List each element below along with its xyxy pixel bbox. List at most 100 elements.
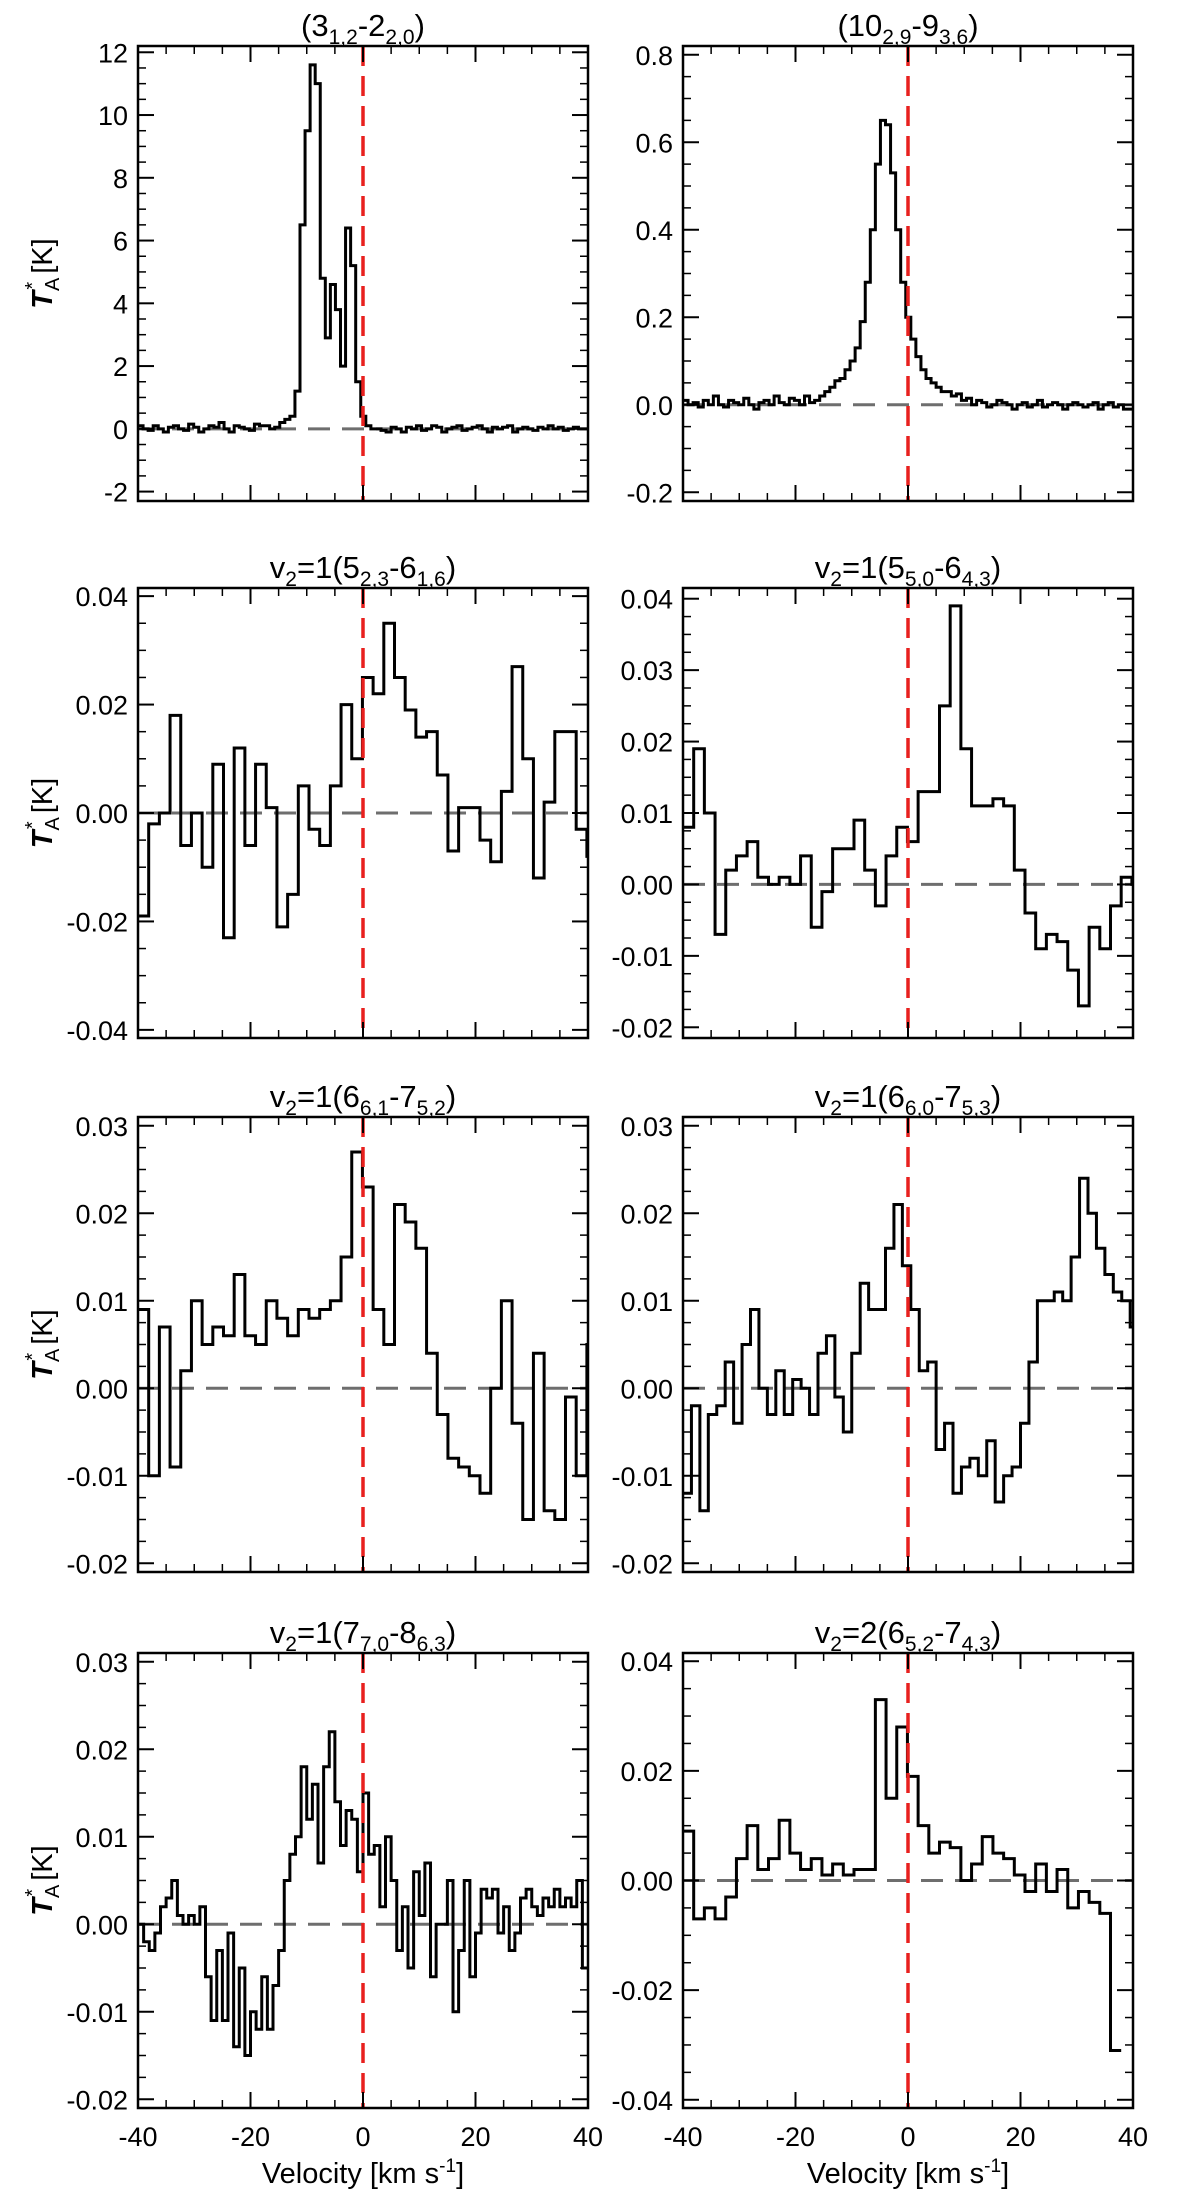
- spectrum-line: [683, 1698, 1122, 2052]
- title-subscript-lower: 5,3: [962, 1097, 991, 1120]
- y-label-subscript: A: [42, 277, 64, 291]
- title-dash: -9: [911, 8, 939, 43]
- title-main: =1(6: [842, 1079, 905, 1114]
- title-prefix-subscript: 2: [830, 1633, 842, 1656]
- y-tick-label: -0.01: [66, 1998, 128, 2028]
- y-tick-label: 0.00: [620, 870, 673, 900]
- panel-7: v2=1(77,0-86,3) -0.02 -0.01 0.00 0.01 0.02 0.0…: [22, 1615, 603, 2190]
- panel-title: v2=2(65,2-74,3): [815, 1615, 1001, 1656]
- y-tick-label: 4: [113, 289, 128, 319]
- y-tick-label: 0.03: [620, 656, 673, 686]
- y-tick-label: -0.02: [66, 907, 128, 937]
- y-tick-label: 0.01: [620, 1287, 673, 1317]
- y-axis-label: TA* [K]: [22, 238, 64, 308]
- y-tick-label: 0.02: [620, 1757, 673, 1787]
- title-suffix: ): [415, 8, 425, 43]
- panel-3: v2=1(52,3-61,6) -0.04 -0.02 0.00 0.02 0.04 TA*…: [22, 550, 590, 1046]
- title-suffix: ): [991, 550, 1001, 585]
- title-subscript-lower: 4,3: [962, 1633, 991, 1656]
- title-prefix: v: [270, 1079, 286, 1114]
- y-label-symbol: T: [27, 1360, 59, 1380]
- title-main: =1(5: [297, 550, 360, 585]
- title-subscript-lower: 6,3: [417, 1633, 446, 1656]
- y-tick-label: 10: [98, 101, 128, 131]
- title-subscript-lower: 3,6: [939, 26, 968, 49]
- x-label-end: ]: [1001, 2158, 1009, 2190]
- y-label-subscript: A: [42, 1884, 64, 1898]
- title-prefix-subscript: 2: [285, 568, 297, 591]
- x-tick-label: 20: [1005, 2122, 1035, 2152]
- x-tick-label: -40: [118, 2122, 157, 2152]
- title-main: =1(6: [297, 1079, 360, 1114]
- y-tick-label: 12: [98, 38, 128, 68]
- y-tick-label: 0.04: [620, 585, 673, 615]
- title-suffix: ): [446, 1079, 456, 1114]
- title-subscript-upper: 2,9: [882, 26, 911, 49]
- title-main: =1(5: [842, 550, 905, 585]
- x-tick-label: 0: [355, 2122, 370, 2152]
- x-label-main: Velocity [km s: [262, 2158, 439, 2190]
- y-tick-label: 0.00: [75, 1374, 128, 1404]
- y-label-unit: [K]: [27, 1845, 59, 1889]
- title-dash: -6: [389, 550, 417, 585]
- y-tick-label: 0.02: [75, 1735, 128, 1765]
- title-main: =2(6: [842, 1615, 905, 1650]
- y-tick-label: -0.02: [66, 2085, 128, 2115]
- x-tick-label: 40: [573, 2122, 603, 2152]
- y-tick-label: -0.01: [611, 942, 673, 972]
- title-prefix: v: [815, 1615, 831, 1650]
- y-tick-label: 0.03: [75, 1648, 128, 1678]
- y-tick-label: 0.03: [75, 1112, 128, 1142]
- x-label-superscript: -1: [439, 2156, 456, 2177]
- title-subscript-upper: 6,1: [360, 1097, 389, 1120]
- y-label-superscript: *: [22, 821, 44, 829]
- title-main: (10: [837, 8, 882, 43]
- spectrum-line: [138, 1150, 589, 1521]
- y-tick-label: -0.2: [626, 478, 673, 508]
- title-prefix-subscript: 2: [285, 1097, 297, 1120]
- title-subscript-upper: 5,0: [905, 568, 934, 591]
- y-tick-label: 0.2: [635, 303, 673, 333]
- panel-title: (102,9-93,6): [837, 8, 978, 49]
- title-subscript-lower: 1,6: [417, 568, 446, 591]
- y-label-symbol: T: [27, 289, 59, 309]
- title-prefix: v: [815, 1079, 831, 1114]
- panel-2: (102,9-93,6) -0.2 0.0 0.2 0.4 0.6 0.8: [626, 8, 1135, 508]
- y-label-superscript: *: [22, 1889, 44, 1897]
- x-label-end: ]: [456, 2158, 464, 2190]
- y-tick-label: 0.6: [635, 128, 673, 158]
- title-prefix-subscript: 2: [285, 1633, 297, 1656]
- x-tick-label: -20: [776, 2122, 815, 2152]
- y-tick-label: -0.04: [66, 1016, 128, 1046]
- y-tick-label: -0.02: [611, 1549, 673, 1579]
- y-tick-label: 0.04: [75, 582, 128, 612]
- y-label-subscript: A: [42, 816, 64, 830]
- y-tick-label: 0.02: [75, 691, 128, 721]
- y-axis-label: TA* [K]: [22, 778, 64, 848]
- y-tick-label: 0.01: [75, 1823, 128, 1853]
- y-tick-label: 0.0: [635, 391, 673, 421]
- y-tick-label: 0.01: [75, 1287, 128, 1317]
- y-tick-label: 0.4: [635, 216, 673, 246]
- title-suffix: ): [968, 8, 978, 43]
- y-label-unit: [K]: [27, 778, 59, 822]
- y-tick-label: 0.01: [620, 799, 673, 829]
- y-tick-label: 2: [113, 352, 128, 382]
- y-label-unit: [K]: [27, 1309, 59, 1353]
- title-suffix: ): [446, 550, 456, 585]
- panel-title: v2=1(52,3-61,6): [270, 550, 456, 591]
- y-tick-label: -0.01: [611, 1462, 673, 1492]
- x-label-superscript: -1: [984, 2156, 1001, 2177]
- title-subscript-upper: 1,2: [329, 26, 358, 49]
- x-axis-label: Velocity [km s-1]: [262, 2156, 464, 2190]
- y-label-symbol: T: [27, 828, 59, 848]
- title-dash: -8: [389, 1615, 417, 1650]
- y-tick-label: -0.04: [611, 2086, 673, 2116]
- x-tick-label: -20: [231, 2122, 270, 2152]
- title-dash: -7: [389, 1079, 417, 1114]
- y-tick-label: -0.02: [611, 1013, 673, 1043]
- y-tick-label: 0.00: [620, 1374, 673, 1404]
- y-tick-label: 0.02: [75, 1199, 128, 1229]
- y-axis-label: TA* [K]: [22, 1309, 64, 1379]
